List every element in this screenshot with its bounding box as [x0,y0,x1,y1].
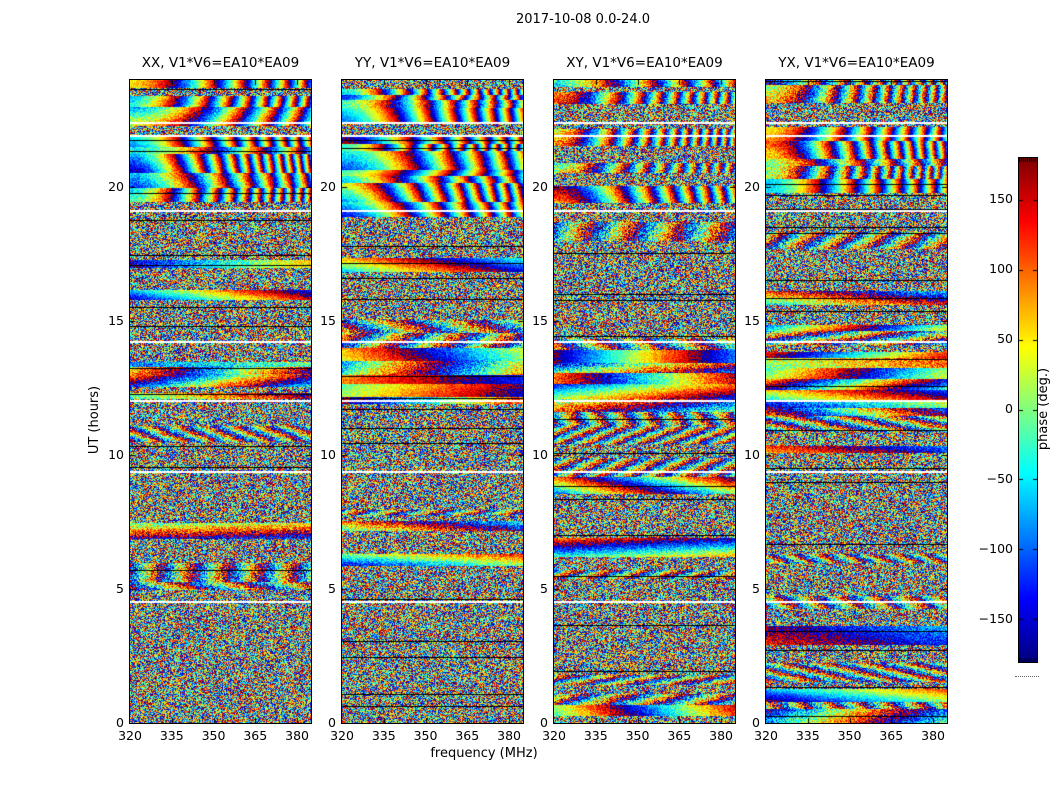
heatmap-canvas-xx [130,80,311,723]
colorbar-end-marker [1015,676,1039,677]
colorbar-tick-label--150: −150 [978,611,1013,626]
panel-title-yx: YX, V1*V6=EA10*EA09 [778,55,935,71]
y-tick-label-yy-20: 20 [320,179,336,195]
x-tick-label-yy-335: 335 [371,728,396,743]
colorbar-tick-label-150: 150 [989,191,1013,206]
x-tick-label-xy-365: 365 [667,728,692,743]
y-tick-label-yx-5: 5 [752,581,760,597]
x-tick-label-yx-365: 365 [879,728,904,743]
x-tick-label-yx-380: 380 [921,728,945,743]
x-tick-label-xx-365: 365 [243,728,268,743]
colorbar-tick-label-0: 0 [1005,401,1013,416]
colorbar-tick-label-100: 100 [989,261,1013,276]
y-tick-label-xy-10: 10 [532,447,548,463]
heatmap-canvas-xy [554,80,735,723]
x-tick-label-yy-380: 380 [497,728,521,743]
y-tick-label-yx-10: 10 [744,447,760,463]
y-tick-label-yy-0: 0 [328,715,336,730]
x-tick-label-yx-350: 350 [837,728,862,743]
y-tick-label-yx-20: 20 [744,179,760,195]
y-tick-label-yx-0: 0 [752,715,760,730]
colorbar-tick-label-50: 50 [997,331,1013,346]
heatmap-canvas-yy [342,80,523,723]
x-tick-label-xx-350: 350 [201,728,226,743]
x-tick-label-yx-320: 320 [754,728,778,743]
panel-title-xx: XX, V1*V6=EA10*EA09 [141,55,300,71]
y-axis-label: UT (hours) [87,385,102,455]
y-tick-label-yy-10: 10 [320,447,336,463]
colorbar-tick-label--50: −50 [986,471,1013,486]
colorbar-tick-label--100: −100 [978,541,1013,556]
y-tick-label-xy-0: 0 [540,715,548,730]
heatmap-canvas-yx [766,80,947,723]
y-tick-label-xx-0: 0 [116,715,124,730]
panel-yy [341,79,524,724]
panel-title-yy: YY, V1*V6=EA10*EA09 [354,55,511,71]
x-tick-label-yy-350: 350 [413,728,438,743]
x-tick-label-xx-380: 380 [285,728,309,743]
y-tick-label-yy-5: 5 [328,581,336,597]
x-tick-label-xy-380: 380 [709,728,733,743]
x-tick-label-yy-320: 320 [330,728,354,743]
x-tick-label-xy-335: 335 [583,728,608,743]
x-tick-label-xx-335: 335 [159,728,184,743]
y-tick-label-xy-5: 5 [540,581,548,597]
x-tick-label-xy-350: 350 [625,728,650,743]
y-tick-label-yy-15: 15 [320,313,336,329]
x-tick-label-yx-335: 335 [795,728,820,743]
colorbar-gradient [1019,158,1037,662]
x-axis-label: frequency (MHz) [430,746,538,761]
panel-xy [553,79,736,724]
x-tick-label-xy-320: 320 [542,728,566,743]
y-tick-label-xx-20: 20 [108,179,124,195]
y-tick-label-xy-20: 20 [532,179,548,195]
panel-title-xy: XY, V1*V6=EA10*EA09 [566,55,723,71]
y-tick-label-xx-10: 10 [108,447,124,463]
panel-yx [765,79,948,724]
x-tick-label-yy-365: 365 [455,728,480,743]
y-tick-label-xx-15: 15 [108,313,124,329]
x-tick-label-xx-320: 320 [118,728,142,743]
y-tick-label-xy-15: 15 [532,313,548,329]
colorbar [1018,157,1038,663]
y-tick-label-yx-15: 15 [744,313,760,329]
y-tick-label-xx-5: 5 [116,581,124,597]
figure-title: 2017-10-08 0.0-24.0 [516,12,650,27]
colorbar-label: phase (deg.) [1036,367,1050,451]
panel-xx [129,79,312,724]
